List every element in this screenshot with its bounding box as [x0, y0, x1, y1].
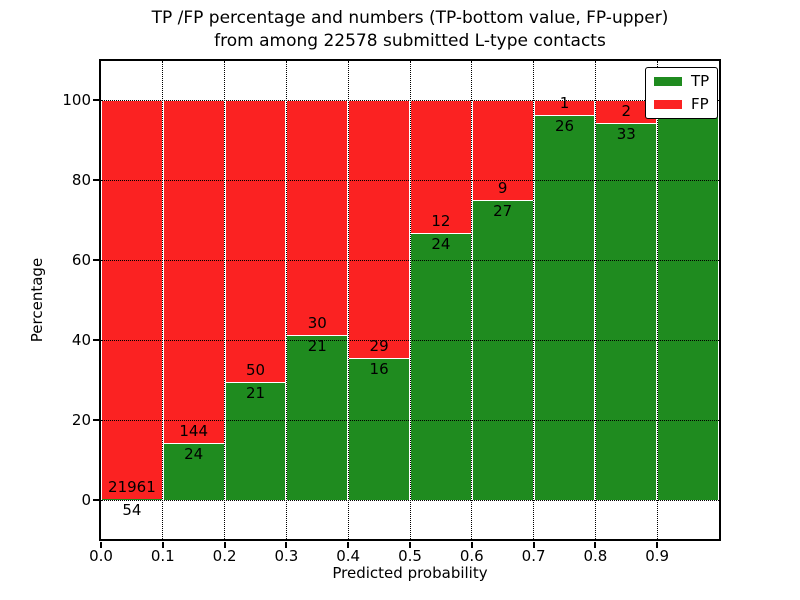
- label-tp-count-7: 26: [554, 116, 575, 135]
- x-tick-label-0: 0.0: [89, 547, 113, 565]
- gridline-v-5: [409, 61, 411, 539]
- x-tick-3: [285, 542, 288, 548]
- legend-swatch-fp-icon: [654, 100, 682, 109]
- y-tick-100: [93, 99, 99, 101]
- legend-entry-fp: FP: [654, 97, 709, 112]
- y-tick-60: [93, 259, 99, 261]
- y-tick-label-20: 20: [71, 411, 91, 429]
- bar-tp-4: [348, 357, 410, 500]
- y-tick-label-40: 40: [71, 331, 91, 349]
- legend-swatch-tp-icon: [654, 77, 682, 86]
- gridline-v-7: [533, 61, 535, 539]
- label-fp-count-1: 144: [179, 421, 208, 440]
- y-tick-20: [93, 419, 99, 421]
- x-tick-label-2: 0.2: [212, 547, 237, 565]
- bar-fp-1: [162, 100, 225, 443]
- x-tick-9: [656, 542, 659, 548]
- x-tick-label-3: 0.3: [274, 547, 299, 565]
- label-tp-count-3: 21: [307, 337, 327, 356]
- y-tick-label-60: 60: [71, 251, 91, 269]
- x-tick-label-5: 0.5: [398, 547, 422, 565]
- label-fp-count-4: 29: [369, 336, 389, 355]
- plot-area: Percentage Predicted probability 0 20 40 60…: [28, 59, 721, 582]
- label-tp-count-5: 24: [431, 235, 451, 254]
- gridline-v-3: [285, 61, 287, 539]
- label-fp-count-8: 2: [621, 101, 632, 120]
- label-fp-count-3: 30: [307, 314, 327, 333]
- y-tick-label-100: 100: [62, 91, 91, 109]
- x-tick-5: [409, 542, 411, 548]
- y-axis-label: Percentage: [28, 257, 46, 343]
- gridline-v-6: [471, 61, 473, 539]
- label-fp-count-6: 9: [497, 179, 508, 197]
- x-tick-0: [100, 542, 102, 548]
- x-tick-label-6: 0.6: [459, 547, 484, 565]
- bar-tp-1: [162, 442, 225, 500]
- legend-entry-tp: TP: [654, 74, 709, 89]
- x-tick-8: [594, 542, 597, 548]
- gridline-v-8: [594, 61, 596, 539]
- bar-fp-3: [286, 100, 349, 336]
- label-tp-count-8: 33: [616, 124, 636, 143]
- y-tick-40: [93, 339, 99, 341]
- x-tick-4: [347, 542, 350, 548]
- bar-fp-2: [224, 100, 287, 382]
- label-tp-count-4: 16: [369, 359, 389, 378]
- chart-title: TP /FP percentage and numbers (TP-bottom…: [10, 7, 800, 53]
- bar-tp-7: [533, 114, 596, 500]
- x-tick-label-9: 0.9: [645, 547, 670, 565]
- legend-label-tp: TP: [691, 72, 710, 90]
- label-tp-count-1: 24: [184, 444, 204, 463]
- label-tp-count-2: 21: [245, 383, 266, 402]
- label-fp-count-5: 12: [431, 212, 451, 231]
- bar-tp-9: [657, 100, 719, 500]
- gridline-v-2: [224, 61, 226, 539]
- chart-title-line-1: TP /FP percentage and numbers (TP-bottom…: [151, 8, 669, 28]
- x-tick-label-4: 0.4: [336, 547, 361, 565]
- x-tick-label-1: 0.1: [150, 547, 175, 565]
- gridline-v-9: [656, 61, 658, 539]
- y-tick-label-0: 0: [81, 491, 91, 509]
- x-tick-label-7: 0.7: [521, 547, 546, 565]
- bar-fp-4: [348, 100, 410, 358]
- x-axis-label: Predicted probability: [332, 564, 488, 582]
- gridline-v-4: [347, 61, 349, 539]
- bar-tp-3: [286, 335, 349, 500]
- y-tick-0: [93, 499, 99, 501]
- x-tick-label-8: 0.8: [583, 547, 608, 565]
- label-fp-count-2: 50: [245, 360, 266, 379]
- chart-title-line-2: from among 22578 submitted L-type contac…: [214, 31, 606, 51]
- x-tick-6: [470, 542, 473, 548]
- y-tick-label-80: 80: [71, 171, 91, 189]
- label-fp-count-0: 21961: [108, 478, 156, 496]
- legend: TP FP: [645, 67, 719, 119]
- bar-fp-0: [101, 100, 163, 499]
- label-fp-count-7: 1: [559, 93, 570, 112]
- x-tick-1: [161, 542, 164, 548]
- label-tp-count-0: 54: [122, 501, 142, 519]
- y-tick-80: [93, 179, 99, 181]
- x-tick-7: [532, 542, 535, 548]
- bar-fp-6: [471, 100, 534, 200]
- label-tp-count-6: 27: [493, 202, 513, 220]
- x-tick-2: [223, 542, 226, 548]
- legend-label-fp: FP: [691, 95, 709, 113]
- gridline-v-1: [162, 61, 164, 539]
